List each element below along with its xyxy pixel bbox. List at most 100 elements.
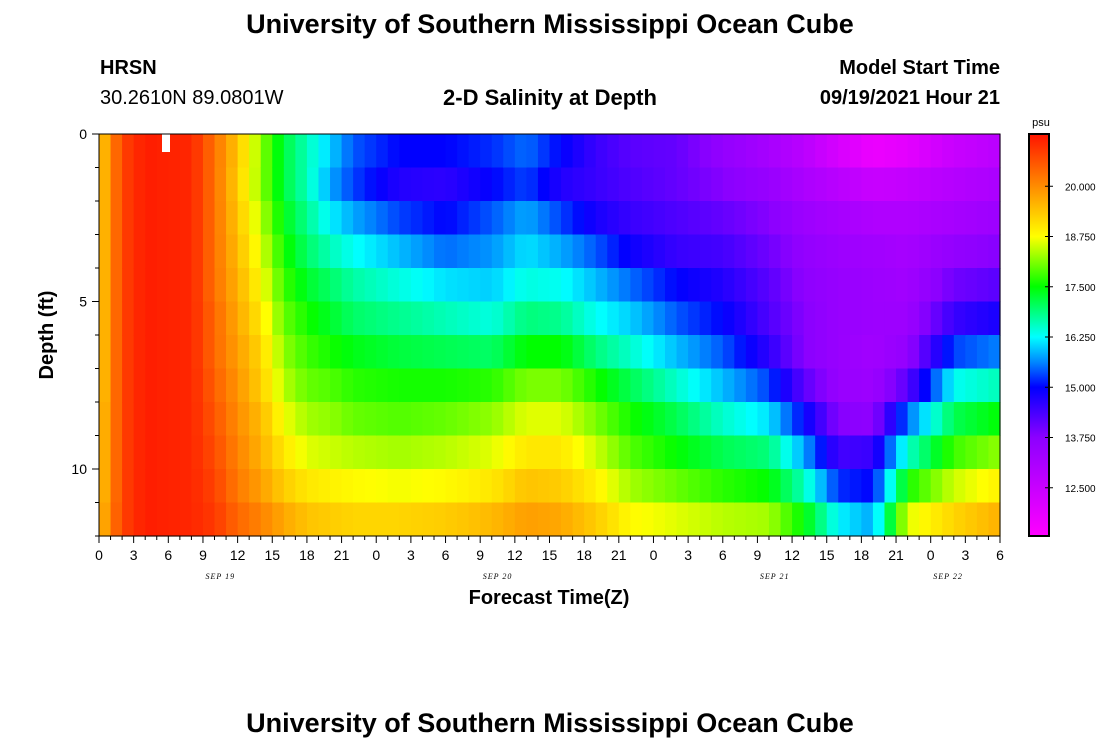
heatmap-cell [249,335,262,370]
heatmap-cell [630,301,643,336]
heatmap-cell [768,268,782,303]
heatmap-cell [595,368,608,403]
heatmap-cell [214,335,227,370]
heatmap-cell [433,201,447,236]
heatmap-cell [861,134,874,169]
heatmap-cell [410,167,424,202]
heatmap-cell [514,167,527,202]
heatmap-cell [919,301,932,336]
heatmap-cell [653,502,666,537]
heatmap-cell [549,435,562,470]
heatmap-cell [526,368,539,403]
heatmap-cell [364,435,377,470]
heatmap-cell [572,368,585,403]
heatmap-cell [930,201,943,236]
heatmap-cell [306,502,320,537]
heatmap-cell [179,167,193,202]
heatmap-cell [665,201,678,236]
heatmap-cell [676,502,689,537]
heatmap-cell [907,435,920,470]
heatmap-cell [537,134,551,169]
heatmap-cell [514,368,527,403]
heatmap-cell [399,134,412,169]
heatmap-cell [953,167,966,202]
heatmap-cell [468,268,481,303]
heatmap-cell [306,335,320,370]
heatmap-cell [792,167,805,202]
heatmap-cell [156,201,169,236]
heatmap-cell [122,502,135,537]
heatmap-cell [272,268,285,303]
heatmap-cell [214,435,227,470]
heatmap-cell [641,335,655,370]
heatmap-cell [907,201,920,236]
heatmap-cell [722,435,735,470]
heatmap-cell [468,167,481,202]
heatmap-cell [676,234,689,269]
heatmap-cell [896,335,909,370]
heatmap-cell [376,268,389,303]
x-tick-label: 0 [372,547,380,563]
heatmap-cell [191,134,204,169]
heatmap-cell [722,167,735,202]
heatmap-cell [930,435,943,470]
heatmap-cell [179,402,193,437]
heatmap-cell [468,134,481,169]
heatmap-cell [156,301,169,336]
heatmap-cell [237,201,250,236]
heatmap-cell [503,301,516,336]
heatmap-cell [364,502,377,537]
heatmap-cell [953,335,966,370]
heatmap-cell [919,268,932,303]
heatmap-cell [826,435,839,470]
heatmap-cell [526,301,539,336]
heatmap-cell [514,402,527,437]
heatmap-cell [330,335,343,370]
x-tick-label: 18 [854,547,870,563]
heatmap-cell [919,435,932,470]
heatmap-cell [202,268,216,303]
heatmap-cell [768,502,782,537]
heatmap-cell [653,435,666,470]
heatmap-cell [942,368,955,403]
heatmap-cell [191,368,204,403]
heatmap-cell [607,435,620,470]
heatmap-cell [283,435,296,470]
heatmap-cell [226,435,239,470]
heatmap-cell [653,402,666,437]
heatmap-cell [422,301,435,336]
heatmap-cell [353,301,366,336]
x-tick-label: 9 [199,547,207,563]
heatmap-cell [699,234,712,269]
plot-subtitle: 2-D Salinity at Depth [443,85,657,110]
heatmap-cell [399,502,412,537]
heatmap-cell [226,402,239,437]
heatmap-cell [595,402,608,437]
heatmap-cell [757,502,770,537]
heatmap-cell [826,368,839,403]
heatmap-cell [838,301,851,336]
heatmap-cell [618,368,631,403]
heatmap-cell [537,167,551,202]
heatmap-cell [561,402,574,437]
heatmap-cell [376,335,389,370]
heatmap-cell [884,301,897,336]
heatmap-cell [122,134,135,169]
heatmap-cell [526,234,539,269]
heatmap-cell [699,502,712,537]
heatmap-cell [433,234,447,269]
heatmap-cell [422,167,435,202]
heatmap-cell [676,134,689,169]
heatmap-cell [699,368,712,403]
heatmap-cell [942,469,955,504]
heatmap-cell [618,335,631,370]
heatmap-cell [433,502,447,537]
heatmap-cell [526,268,539,303]
heatmap-cell [907,402,920,437]
heatmap-cell [249,435,262,470]
heatmap-cell [803,167,816,202]
heatmap-cell [584,234,597,269]
heatmap-cell [503,402,516,437]
heatmap-cell [630,234,643,269]
heatmap-cell [191,167,204,202]
